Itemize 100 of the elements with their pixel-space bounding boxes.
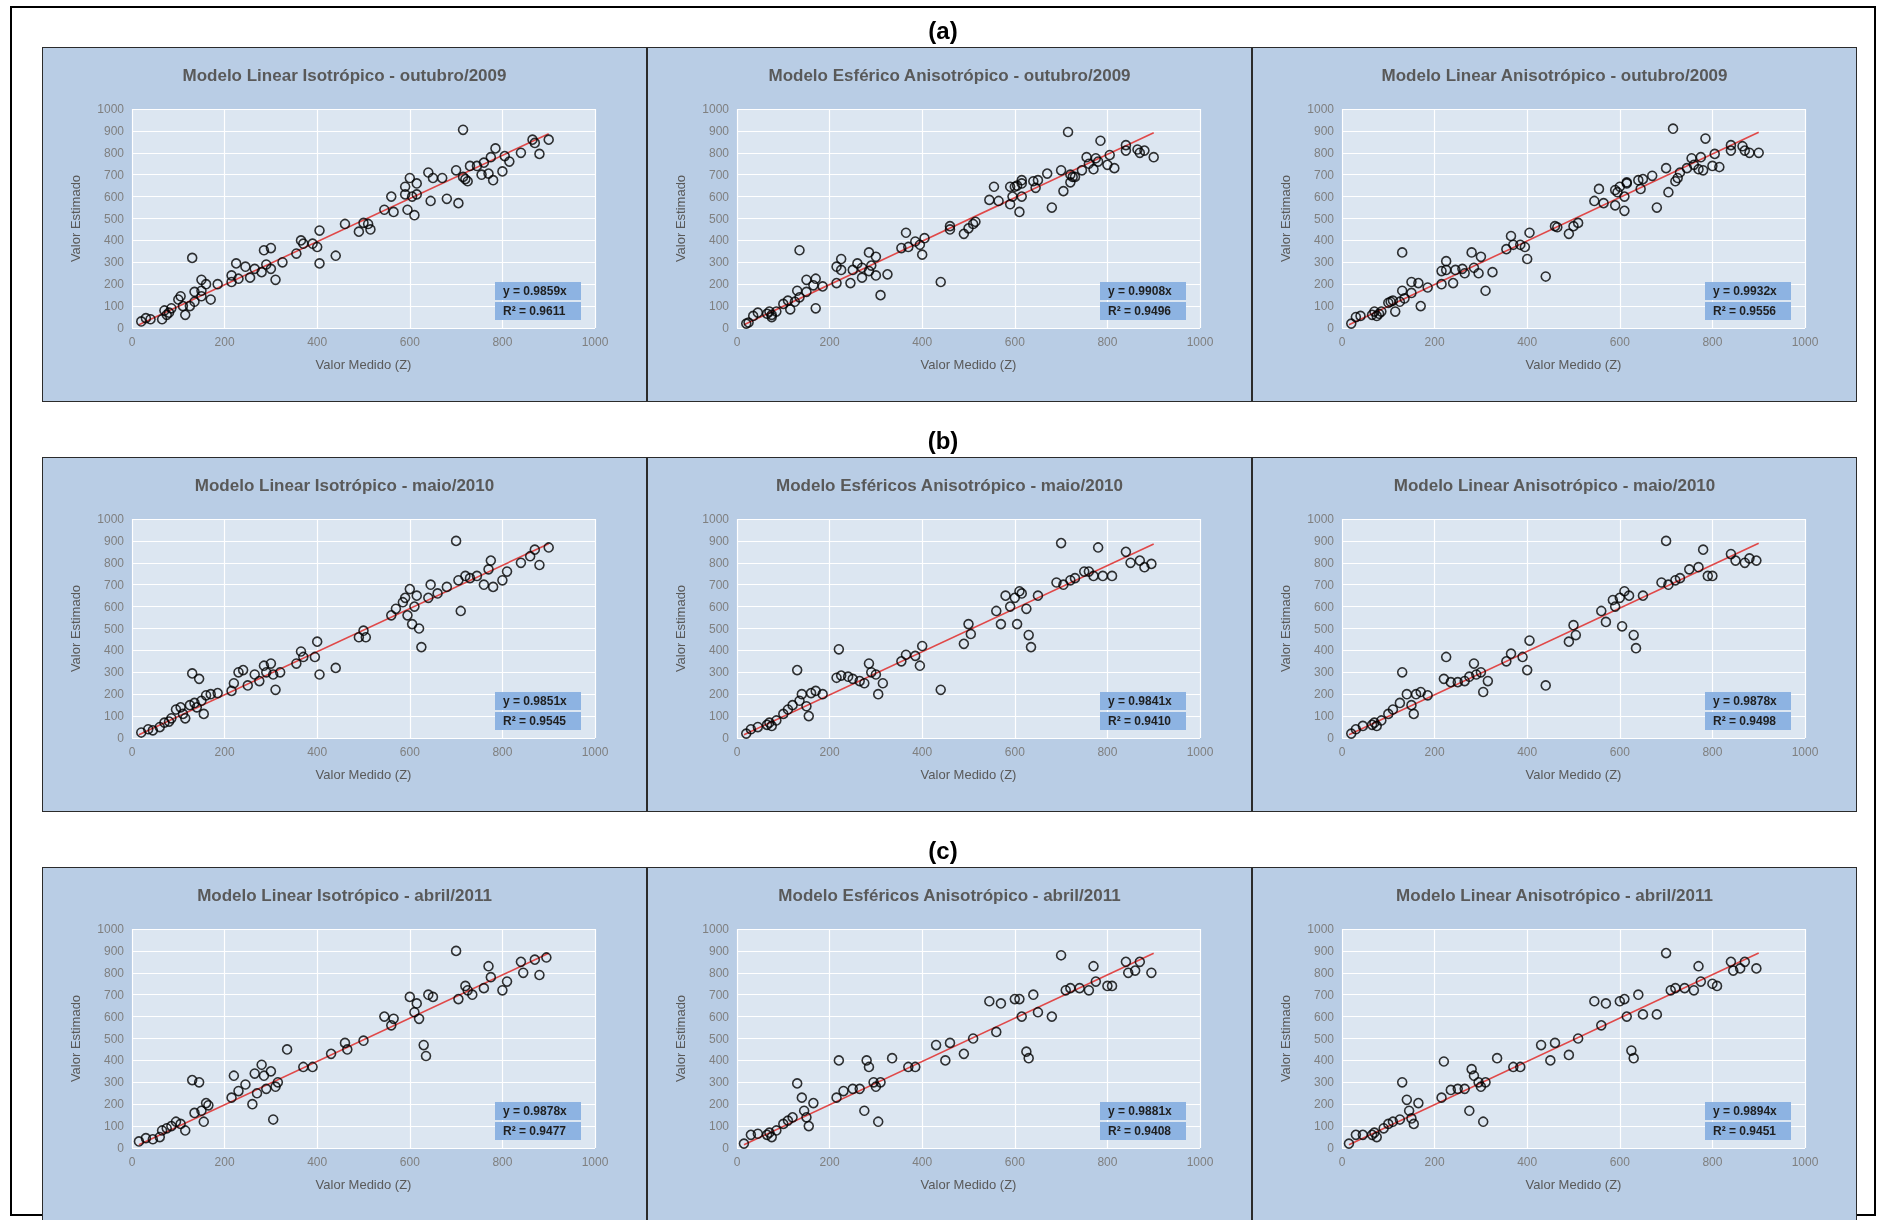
y-tick-label: 400 xyxy=(103,233,125,248)
y-tick-label: 300 xyxy=(1313,1075,1335,1090)
y-tick-label: 700 xyxy=(708,167,730,182)
x-axis-title: Valor Medido (Z) xyxy=(1525,1177,1622,1192)
y-tick-label: 800 xyxy=(1313,145,1335,160)
y-tick-label: 200 xyxy=(708,1097,730,1112)
x-tick-label: 0 xyxy=(733,745,741,759)
y-tick-label: 700 xyxy=(103,577,125,592)
x-tick-label: 0 xyxy=(128,335,136,349)
x-tick-label: 200 xyxy=(1424,335,1445,349)
y-tick-label: 600 xyxy=(1313,189,1335,204)
y-tick-label: 700 xyxy=(103,987,125,1002)
y-tick-label: 900 xyxy=(1313,123,1335,138)
y-tick-label: 900 xyxy=(103,943,125,958)
y-tick-label: 100 xyxy=(1313,299,1335,314)
annotation: y = 0.9908x xyxy=(1108,284,1173,298)
y-tick-label: 200 xyxy=(103,277,125,292)
text: (c) xyxy=(927,837,959,865)
y-tick-label: 1000 xyxy=(97,512,125,526)
x-tick-label: 800 xyxy=(492,1155,513,1169)
x-tick-label: 400 xyxy=(912,335,933,349)
chart-title: Modelo Esféricos Anisotrópico - abril/2011 xyxy=(778,886,1121,905)
y-axis-title: Valor Estimado xyxy=(673,584,688,673)
y-tick-label: 500 xyxy=(1313,621,1335,636)
y-tick-label: 500 xyxy=(103,1031,125,1046)
y-tick-label: 300 xyxy=(103,255,125,270)
x-axis-title: Valor Medido (Z) xyxy=(920,357,1017,372)
y-tick-label: 600 xyxy=(1313,599,1335,614)
y-tick-label: 0 xyxy=(722,321,730,335)
x-tick-label: 1000 xyxy=(581,335,609,349)
chart-title: Modelo Linear Isotrópico - maio/2010 xyxy=(194,476,495,495)
y-tick-label: 0 xyxy=(1327,1141,1335,1155)
y-tick-label: 0 xyxy=(117,321,125,335)
x-tick-label: 800 xyxy=(1097,745,1118,759)
y-tick-label: 300 xyxy=(1313,665,1335,680)
y-tick-label: 300 xyxy=(103,665,125,680)
y-tick-label: 1000 xyxy=(702,512,730,526)
annotation: y = 0.9851x xyxy=(503,694,568,708)
y-tick-label: 800 xyxy=(1313,555,1335,570)
annotation: y = 0.9932x xyxy=(1713,284,1778,298)
x-tick-label: 200 xyxy=(819,335,840,349)
y-tick-label: 700 xyxy=(708,577,730,592)
x-tick-label: 600 xyxy=(1609,335,1631,349)
y-axis-title: Valor Estimado xyxy=(68,584,83,673)
x-tick-label: 800 xyxy=(492,745,513,759)
y-tick-label: 1000 xyxy=(1307,922,1335,936)
y-tick-label: 1000 xyxy=(702,102,730,116)
x-tick-label: 800 xyxy=(1097,335,1118,349)
y-tick-label: 900 xyxy=(1313,533,1335,548)
x-tick-label: 600 xyxy=(399,1155,421,1169)
annotation: R² = 0.9496 xyxy=(1108,304,1172,318)
y-tick-label: 400 xyxy=(708,1053,730,1068)
y-tick-label: 1000 xyxy=(702,922,730,936)
x-tick-label: 400 xyxy=(1517,335,1538,349)
x-tick-label: 1000 xyxy=(1791,745,1819,759)
y-tick-label: 0 xyxy=(117,731,125,745)
x-tick-label: 400 xyxy=(912,745,933,759)
x-tick-label: 0 xyxy=(733,1155,741,1169)
y-tick-label: 100 xyxy=(1313,709,1335,724)
y-tick-label: 400 xyxy=(1313,233,1335,248)
annotation: y = 0.9878x xyxy=(503,1104,568,1118)
y-tick-label: 0 xyxy=(722,1141,730,1155)
x-tick-label: 600 xyxy=(1609,1155,1631,1169)
x-tick-label: 800 xyxy=(1702,335,1723,349)
x-tick-label: 800 xyxy=(492,335,513,349)
y-tick-label: 800 xyxy=(103,555,125,570)
y-tick-label: 500 xyxy=(708,1031,730,1046)
y-tick-label: 800 xyxy=(708,145,730,160)
y-axis-title: Valor Estimado xyxy=(1278,174,1293,263)
x-tick-label: 200 xyxy=(819,1155,840,1169)
x-tick-label: 1000 xyxy=(1791,335,1819,349)
x-tick-label: 0 xyxy=(128,745,136,759)
y-tick-label: 200 xyxy=(103,1097,125,1112)
x-tick-label: 600 xyxy=(1609,745,1631,759)
x-tick-label: 600 xyxy=(1004,745,1026,759)
y-tick-label: 100 xyxy=(103,1119,125,1134)
x-tick-label: 0 xyxy=(128,1155,136,1169)
chart-title: Modelo Linear Isotrópico - outubro/2009 xyxy=(182,66,507,85)
x-axis-title: Valor Medido (Z) xyxy=(315,1177,412,1192)
y-tick-label: 1000 xyxy=(1307,512,1335,526)
x-tick-label: 1000 xyxy=(581,745,609,759)
y-tick-label: 200 xyxy=(708,687,730,702)
x-axis-title: Valor Medido (Z) xyxy=(315,357,412,372)
x-axis-title: Valor Medido (Z) xyxy=(920,767,1017,782)
y-tick-label: 300 xyxy=(708,665,730,680)
x-tick-label: 800 xyxy=(1097,1155,1118,1169)
x-tick-label: 0 xyxy=(1338,1155,1346,1169)
y-tick-label: 800 xyxy=(708,965,730,980)
y-axis-title: Valor Estimado xyxy=(673,994,688,1083)
y-tick-label: 400 xyxy=(1313,643,1335,658)
chart-title: Modelo Linear Anisotrópico - abril/2011 xyxy=(1396,886,1713,905)
x-tick-label: 1000 xyxy=(1186,335,1214,349)
y-tick-label: 1000 xyxy=(1307,102,1335,116)
annotation: R² = 0.9451 xyxy=(1713,1124,1777,1138)
y-tick-label: 600 xyxy=(103,599,125,614)
text: (a) xyxy=(927,17,959,45)
x-tick-label: 200 xyxy=(819,745,840,759)
annotation: R² = 0.9408 xyxy=(1108,1124,1172,1138)
y-tick-label: 900 xyxy=(1313,943,1335,958)
x-tick-label: 200 xyxy=(214,1155,235,1169)
